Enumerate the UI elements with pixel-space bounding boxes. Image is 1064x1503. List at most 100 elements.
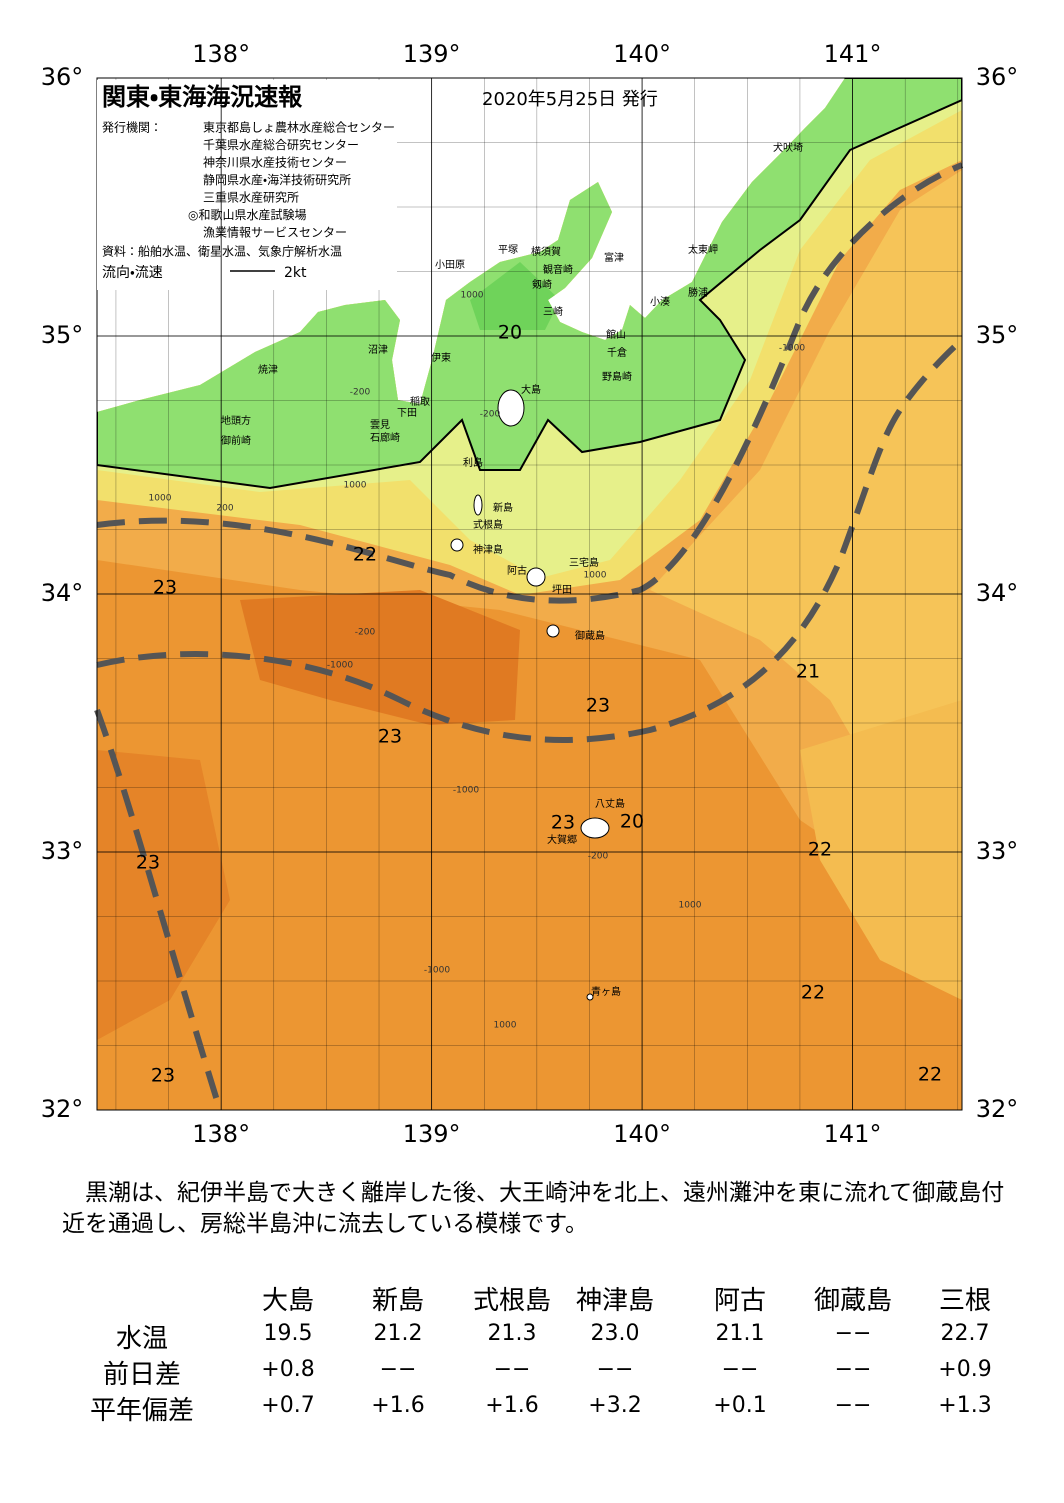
place-name: 神津島 <box>473 543 503 556</box>
place-name: 伊東 <box>431 351 451 364</box>
temperature-label: 23 <box>153 577 177 599</box>
cell: 23.0 <box>590 1321 640 1346</box>
temperature-label: 22 <box>801 982 825 1004</box>
depth-label: 1000 <box>149 494 172 504</box>
publisher-label: 発行機関： <box>102 121 162 135</box>
header-box <box>97 80 397 290</box>
column-header: 三根 <box>938 1286 992 1316</box>
place-name: 沼津 <box>368 343 388 356</box>
place-name: 坪田 <box>552 583 572 596</box>
place-name: 観音崎 <box>543 263 573 276</box>
depth-label: 1000 <box>494 1021 517 1031</box>
temperature-label: 20 <box>498 322 522 344</box>
lon-tick-label: 139° <box>403 40 461 68</box>
cell: −− <box>834 1393 872 1418</box>
warm-water <box>97 560 962 1110</box>
depth-label: -200 <box>355 628 376 638</box>
temperature-label: 21 <box>796 661 820 683</box>
warm-core <box>240 590 520 725</box>
lat-tick-label: 32° <box>41 1095 84 1123</box>
publisher: 静岡県水産・海洋技術研究所 <box>203 172 351 187</box>
island <box>580 817 610 839</box>
temperature-label: 23 <box>551 812 575 834</box>
kuroshio-path <box>94 708 223 1111</box>
place-name: 雲見 <box>370 419 390 431</box>
note: 黒潮は、紀伊半島で大きく離岸した後、大王崎沖を北上、遠州灘沖を東に流れて御蔵島付… <box>62 1180 1005 1237</box>
publisher: 漁業情報サービスセンター <box>203 226 347 240</box>
place-name: 剱崎 <box>532 278 552 291</box>
column-header: 神津島 <box>575 1286 655 1316</box>
lat-tick-label: 33° <box>976 837 1019 865</box>
place-name: 小湊 <box>650 295 670 308</box>
depth-label: -1000 <box>779 344 805 354</box>
temperature-label: 23 <box>136 852 160 874</box>
temperature-label: 23 <box>378 726 402 748</box>
place-name: 三宅島 <box>569 556 599 569</box>
map-title: 関東・東海海況速報 <box>102 83 303 111</box>
cell: 21.2 <box>373 1321 423 1346</box>
cell: +0.1 <box>713 1393 767 1418</box>
publisher: 東京都島しょ農林水産総合センター <box>203 120 395 135</box>
cool-water <box>650 170 962 820</box>
place-name: 横須賀 <box>531 245 561 258</box>
source: 資料：船舶水温、衛星水温、気象庁解析水温 <box>102 244 342 259</box>
lon-tick-label: 138° <box>192 40 250 68</box>
flow-label: 流向・流速 <box>102 265 163 281</box>
cell: −− <box>493 1357 531 1382</box>
island <box>546 624 560 638</box>
temperature-label: 23 <box>151 1065 175 1087</box>
kuroshio-path <box>96 337 964 743</box>
cell: −− <box>834 1321 872 1346</box>
cell: 22.7 <box>940 1321 990 1346</box>
island <box>526 567 546 587</box>
flow-scale: 2kt <box>284 265 307 281</box>
depth-label: 1000 <box>679 901 702 911</box>
temperature-label: 23 <box>586 695 610 717</box>
lon-tick-label: 140° <box>613 1120 671 1148</box>
depth-label: 200 <box>216 504 233 514</box>
cell: −− <box>721 1357 759 1382</box>
publisher: 神奈川県水産技術センター <box>203 155 347 170</box>
cell: +1.3 <box>938 1393 992 1418</box>
place-name: 御蔵島 <box>575 629 605 642</box>
place-name: 式根島 <box>473 518 503 531</box>
cell: +0.7 <box>261 1393 315 1418</box>
place-name: 阿古 <box>507 564 527 577</box>
cell: +0.9 <box>938 1357 992 1382</box>
island <box>473 494 483 516</box>
lat-tick-label: 35° <box>41 321 84 349</box>
row-label: 平年偏差 <box>89 1396 195 1426</box>
temperature-label: 22 <box>353 544 377 566</box>
depth-label: -1000 <box>424 966 450 976</box>
place-name: 大島 <box>521 383 541 396</box>
cell: −− <box>596 1357 634 1382</box>
place-name: 焼津 <box>258 364 278 376</box>
cell: +3.2 <box>588 1393 642 1418</box>
lon-tick-label: 141° <box>824 40 882 68</box>
place-name: 新島 <box>493 501 513 514</box>
island <box>450 538 464 552</box>
bay-water <box>470 262 560 330</box>
lon-tick-label: 139° <box>403 1120 461 1148</box>
depth-label: 1000 <box>344 481 367 491</box>
place-name: 八丈島 <box>595 797 625 810</box>
cell: 21.1 <box>715 1321 765 1346</box>
cell: 19.5 <box>263 1321 313 1346</box>
lat-tick-label: 36° <box>976 63 1019 91</box>
row-label: 水温 <box>115 1324 169 1354</box>
island <box>586 993 594 1001</box>
kuroshio <box>94 162 964 1111</box>
place-name: 野島崎 <box>602 370 632 383</box>
lat-tick-label: 34° <box>976 579 1019 607</box>
place-name: 三崎 <box>543 305 563 318</box>
lon-tick-label: 138° <box>192 1120 250 1148</box>
column-header: 阿古 <box>713 1286 767 1316</box>
place-name: 犬吠埼 <box>773 141 803 154</box>
cell: −− <box>834 1357 872 1382</box>
place-name: 地頭方 <box>221 414 251 427</box>
depth-label: -200 <box>350 388 371 398</box>
place-name: 青ヶ島 <box>591 985 621 998</box>
depth-label: -1000 <box>453 786 479 796</box>
column-header: 新島 <box>371 1286 425 1316</box>
